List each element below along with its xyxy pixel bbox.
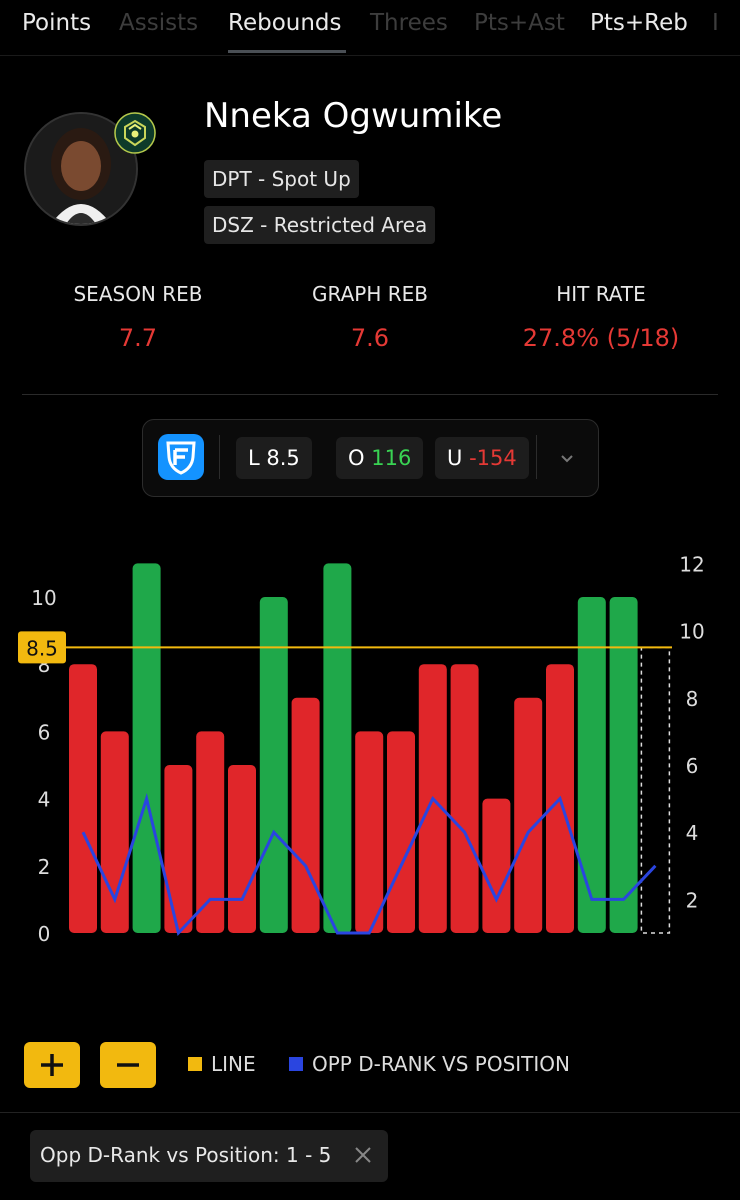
zoom-out-button[interactable] [100,1042,156,1088]
y-left-tick-label: 0 [38,922,51,946]
active-tab-indicator [228,50,346,53]
chart-bar [355,731,384,933]
chart-bar [387,731,415,933]
player-name: Nneka Ogwumike [204,96,503,136]
y-right-tick-label: 4 [686,821,699,845]
line-pill[interactable]: L 8.5 [236,437,312,479]
y-left-tick-label: 2 [38,855,51,879]
stat-tabs: Points Assists Rebounds Threes Pts+Ast P… [0,0,740,56]
chart-bar [196,731,225,933]
y-left-tick-label: 6 [38,720,51,744]
line-prefix: L [248,446,260,470]
line-value-badge [18,631,66,664]
season-reb-label: SEASON REB [73,282,203,306]
tab-assists[interactable]: Assists [119,10,199,36]
chart-bar [228,765,256,933]
under-prefix: U [447,446,463,470]
player-tag-dpt: DPT - Spot Up [204,160,359,198]
filter-chip[interactable]: Opp D-Rank vs Position: 1 - 5 [30,1130,388,1182]
chart-bar [291,697,320,933]
chart-bar [450,664,479,933]
upcoming-bar [640,646,671,934]
tab-points[interactable]: Points [22,10,92,36]
graph-reb-value: 7.6 [350,324,390,352]
tabs-divider [0,55,740,56]
line-value: 8.5 [266,446,300,470]
footer-divider [0,1112,740,1113]
y-right-tick-label: 12 [679,552,704,576]
hit-rate-label: HIT RATE [556,282,646,306]
chevron-down-icon[interactable] [557,448,577,468]
y-left-tick-label: 10 [31,586,56,610]
chart-bar [132,563,161,933]
filter-label: Opp D-Rank vs Position: 1 - 5 [40,1143,332,1167]
team-logo-icon [114,112,156,154]
chart-bar [164,765,193,933]
opp-rank-line [81,792,657,937]
y-right-tick-label: 6 [686,754,699,778]
chart-bar [482,798,511,933]
legend-rank-swatch [289,1057,303,1071]
minus-icon [117,1063,139,1067]
y-right-tick-label: 2 [686,888,699,912]
legend-line-swatch [188,1057,202,1071]
chart-bar [323,563,352,933]
line-value-label: 8.5 [26,636,58,660]
chart-bar [514,697,543,933]
y-right-tick-label: 8 [686,687,699,711]
tab-pts-reb[interactable]: Pts+Reb [590,10,688,36]
chart-bar [577,597,606,933]
odds-separator-2 [536,435,537,479]
y-left-tick-label: 4 [38,788,51,812]
zoom-in-button[interactable] [24,1042,80,1088]
season-reb-value: 7.7 [118,324,158,352]
over-value: 116 [371,446,412,470]
odds-bar: L 8.5 O 116 U -154 [142,419,599,497]
legend-rank-label: OPP D-RANK VS POSITION [312,1052,570,1076]
over-prefix: O [348,446,365,470]
y-right-tick-label: 10 [679,620,704,644]
tab-next-partial[interactable]: I [712,10,719,36]
tab-rebounds[interactable]: Rebounds [228,10,342,36]
under-pill[interactable]: U -154 [435,437,529,479]
over-pill[interactable]: O 116 [336,437,424,479]
hit-rate-value: 27.8% (5/18) [522,324,680,352]
player-tag-dsz: DSZ - Restricted Area [204,206,436,244]
legend-line-label: LINE [211,1052,256,1076]
tab-threes[interactable]: Threes [370,10,448,36]
tab-pts-ast[interactable]: Pts+Ast [474,10,565,36]
plus-icon [41,1054,63,1076]
section-divider [22,394,718,395]
close-icon[interactable] [352,1144,374,1166]
chart-bar [69,664,97,933]
under-value: -154 [469,446,517,470]
chart-bar [609,597,638,933]
odds-separator [219,435,220,479]
graph-reb-label: GRAPH REB [312,282,428,306]
fanduel-icon[interactable] [158,434,204,480]
